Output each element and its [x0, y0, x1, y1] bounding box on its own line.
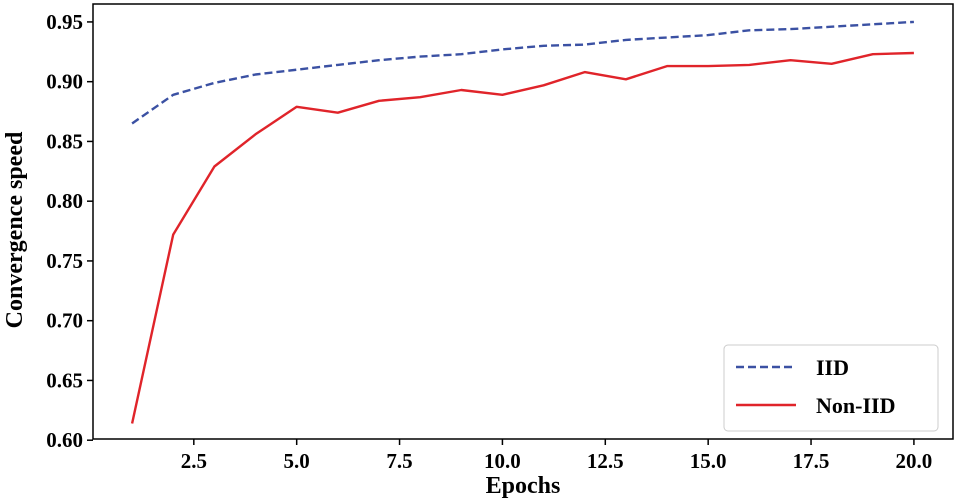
- legend-label-iid: IID: [816, 355, 849, 380]
- series-line-iid: [131, 20, 914, 125]
- x-axis-label: Epochs: [486, 473, 561, 499]
- plot-frame: [92, 3, 954, 440]
- y-tick-label: 0.95: [46, 10, 83, 34]
- x-axis: 2.5 5.0 7.5 10.0 12.5 15.0 17.5 20.0: [181, 439, 933, 473]
- y-tick-label: 0.75: [46, 249, 83, 273]
- y-tick-label: 0.85: [46, 129, 83, 153]
- y-tick-label: 0.90: [46, 70, 83, 94]
- y-axis-label: Convergence speed: [2, 131, 28, 328]
- y-tick-label: 0.80: [46, 189, 83, 213]
- plot-area: [92, 3, 954, 440]
- x-tick-label: 20.0: [896, 449, 933, 473]
- x-tick-label: 17.5: [793, 449, 830, 473]
- x-tick-label: 5.0: [284, 449, 310, 473]
- y-tick-label: 0.65: [46, 368, 83, 392]
- x-tick-label: 7.5: [386, 449, 412, 473]
- x-tick-label: 15.0: [690, 449, 727, 473]
- series-line-non-iid: [130, 51, 914, 424]
- x-tick-label: 12.5: [587, 449, 624, 473]
- x-tick-label: 2.5: [181, 449, 207, 473]
- x-tick-label: 10.0: [484, 449, 521, 473]
- legend-label-non-iid: Non-IID: [816, 393, 895, 418]
- y-axis: 0.60 0.65 0.70 0.75 0.80 0.85 0.90 0.95: [46, 10, 93, 452]
- legend: IID Non-IID: [723, 344, 939, 432]
- series-layer: [130, 20, 914, 424]
- y-tick-label: 0.60: [46, 428, 83, 452]
- y-tick-label: 0.70: [46, 309, 83, 333]
